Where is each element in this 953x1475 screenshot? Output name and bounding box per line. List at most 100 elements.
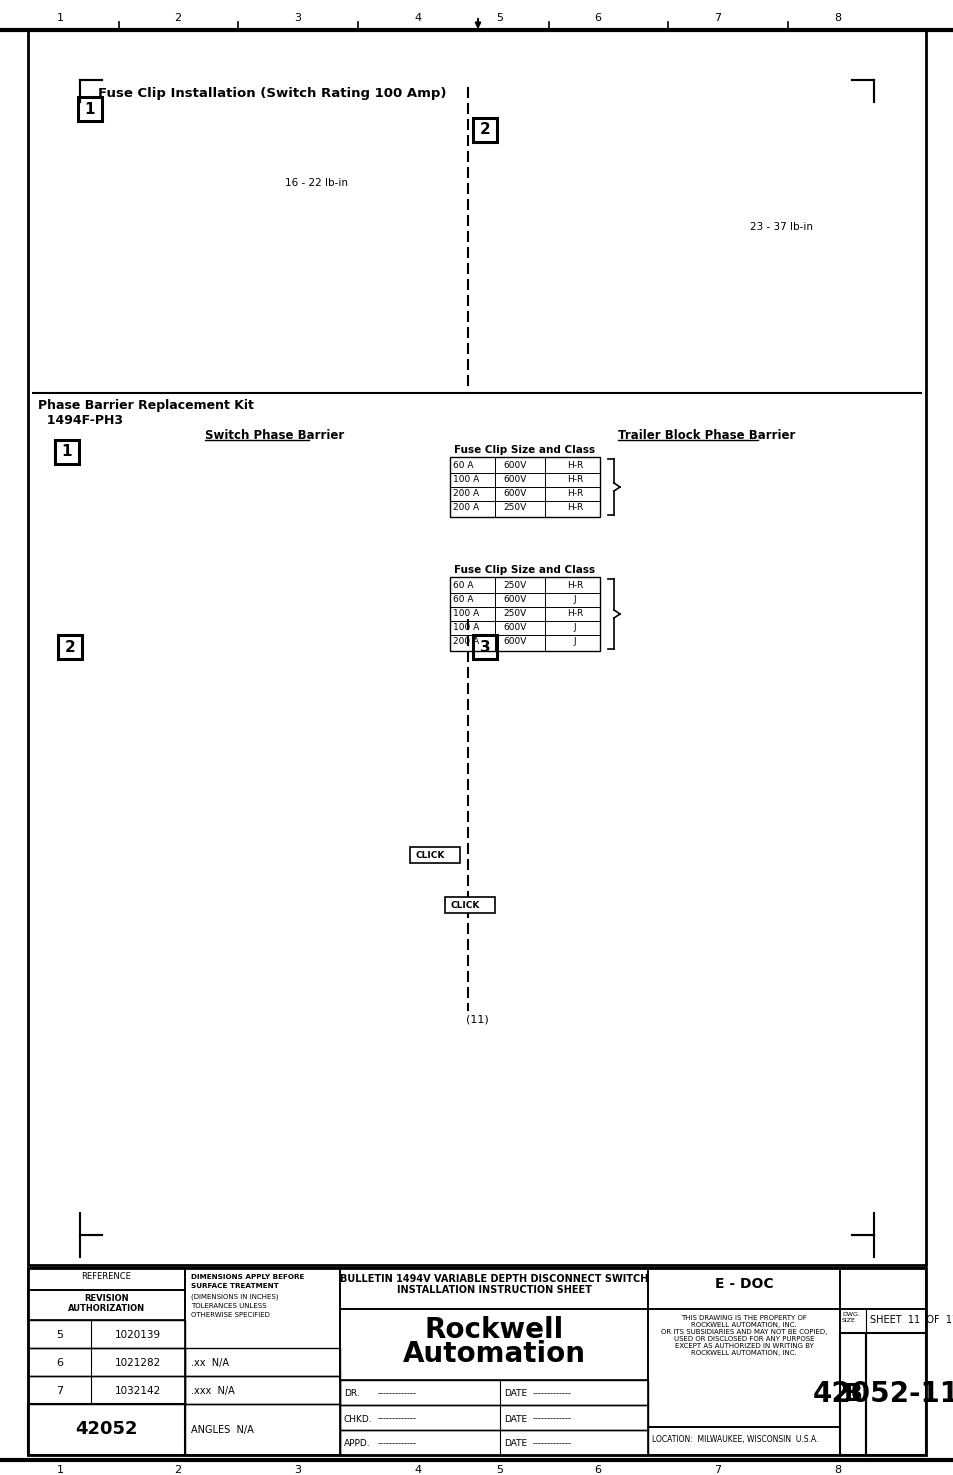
Text: 100 A: 100 A <box>453 475 478 484</box>
Text: BULLETIN 1494V VARIABLE DEPTH DISCONNECT SWITCH: BULLETIN 1494V VARIABLE DEPTH DISCONNECT… <box>339 1274 647 1285</box>
Text: Automation: Automation <box>402 1341 585 1369</box>
Bar <box>28 1268 185 1291</box>
Bar <box>28 1376 185 1404</box>
Bar <box>647 1308 840 1426</box>
Text: REVISION
AUTHORIZATION: REVISION AUTHORIZATION <box>68 1294 145 1313</box>
Text: 200 A: 200 A <box>453 637 478 646</box>
Text: 7: 7 <box>56 1386 63 1395</box>
Text: DWG.
SIZE: DWG. SIZE <box>841 1311 859 1323</box>
Bar <box>840 1268 925 1308</box>
Text: 16 - 22 lb-in: 16 - 22 lb-in <box>285 178 348 187</box>
Text: B: B <box>842 1382 862 1406</box>
Text: 6: 6 <box>594 1465 601 1475</box>
Text: APPD.: APPD. <box>344 1440 370 1448</box>
Text: 200 A: 200 A <box>453 490 478 499</box>
Text: Rockwell: Rockwell <box>424 1317 563 1345</box>
Text: H-R: H-R <box>566 490 582 499</box>
Text: 100 A: 100 A <box>453 609 478 618</box>
Text: 600V: 600V <box>503 622 526 631</box>
Text: 3: 3 <box>294 1465 301 1475</box>
Bar <box>339 1308 647 1381</box>
Bar <box>444 897 495 913</box>
Bar <box>78 97 102 121</box>
Text: 250V: 250V <box>503 503 526 512</box>
Text: SURFACE TREATMENT: SURFACE TREATMENT <box>191 1283 278 1289</box>
Text: ANGLES  N/A: ANGLES N/A <box>191 1425 253 1435</box>
Text: 5: 5 <box>496 1465 503 1475</box>
Text: 1: 1 <box>62 444 72 460</box>
Text: 60 A: 60 A <box>453 594 473 603</box>
Text: 42052: 42052 <box>75 1420 137 1438</box>
Text: .xxx  N/A: .xxx N/A <box>191 1386 234 1395</box>
Text: -------------: ------------- <box>532 1415 571 1423</box>
Bar <box>28 1348 185 1376</box>
Text: 42052-116: 42052-116 <box>812 1381 953 1409</box>
Bar <box>410 847 459 863</box>
Text: H-R: H-R <box>566 609 582 618</box>
Bar <box>647 1426 840 1454</box>
Bar <box>339 1406 647 1429</box>
Text: H-R: H-R <box>566 462 582 471</box>
Bar <box>473 636 497 659</box>
Bar <box>28 30 925 1266</box>
Text: Phase Barrier Replacement Kit: Phase Barrier Replacement Kit <box>38 400 253 412</box>
Text: 7: 7 <box>714 13 720 24</box>
Text: 600V: 600V <box>503 637 526 646</box>
Bar <box>339 1268 647 1308</box>
Text: Switch Phase Barrier: Switch Phase Barrier <box>205 429 344 442</box>
Bar <box>185 1376 339 1404</box>
Text: 1: 1 <box>85 102 95 117</box>
Text: 2: 2 <box>479 122 490 137</box>
Text: H-R: H-R <box>566 475 582 484</box>
Bar <box>55 440 79 465</box>
Bar <box>647 1268 840 1308</box>
Text: -------------: ------------- <box>532 1440 571 1448</box>
Text: 60 A: 60 A <box>453 462 473 471</box>
Text: DATE: DATE <box>503 1389 527 1398</box>
Text: CLICK: CLICK <box>415 851 444 860</box>
Text: THIS DRAWING IS THE PROPERTY OF
ROCKWELL AUTOMATION, INC.
OR ITS SUBSIDIARIES AN: THIS DRAWING IS THE PROPERTY OF ROCKWELL… <box>660 1316 826 1356</box>
Text: 600V: 600V <box>503 462 526 471</box>
Text: 6: 6 <box>594 13 601 24</box>
Text: (DIMENSIONS IN INCHES): (DIMENSIONS IN INCHES) <box>191 1294 278 1301</box>
Text: .xx  N/A: .xx N/A <box>191 1358 229 1367</box>
Text: J: J <box>573 594 576 603</box>
Bar <box>185 1268 339 1454</box>
Text: CHKD.: CHKD. <box>344 1415 373 1423</box>
Bar <box>840 1333 865 1454</box>
Text: 1020139: 1020139 <box>114 1330 161 1339</box>
Text: 8: 8 <box>834 13 841 24</box>
Text: 1494F-PH3: 1494F-PH3 <box>38 414 123 426</box>
Bar <box>185 1404 339 1454</box>
Text: H-R: H-R <box>566 581 582 590</box>
Text: 600V: 600V <box>503 490 526 499</box>
Text: 4: 4 <box>414 13 421 24</box>
Text: LOCATION:  MILWAUKEE, WISCONSIN  U.S.A.: LOCATION: MILWAUKEE, WISCONSIN U.S.A. <box>651 1435 818 1444</box>
Text: REFERENCE: REFERENCE <box>81 1271 132 1280</box>
Text: Fuse Clip Installation (Switch Rating 100 Amp): Fuse Clip Installation (Switch Rating 10… <box>98 87 446 100</box>
Text: 2: 2 <box>174 13 181 24</box>
Bar <box>473 118 497 142</box>
Text: 4: 4 <box>414 1465 421 1475</box>
Text: 7: 7 <box>714 1465 720 1475</box>
Text: 2: 2 <box>174 1465 181 1475</box>
Text: 8: 8 <box>834 1465 841 1475</box>
Text: -------------: ------------- <box>377 1415 416 1423</box>
Text: 600V: 600V <box>503 475 526 484</box>
Text: 23 - 37 lb-in: 23 - 37 lb-in <box>749 223 812 232</box>
Text: J: J <box>573 637 576 646</box>
Text: -------------: ------------- <box>532 1389 571 1398</box>
Bar <box>339 1429 647 1454</box>
Bar <box>58 636 82 659</box>
Text: DATE: DATE <box>503 1440 527 1448</box>
Bar <box>28 1320 185 1348</box>
Text: J: J <box>573 622 576 631</box>
Text: 200 A: 200 A <box>453 503 478 512</box>
Text: INSTALLATION INSTRUCTION SHEET: INSTALLATION INSTRUCTION SHEET <box>396 1285 591 1295</box>
Bar <box>865 1333 925 1454</box>
Bar <box>450 577 599 650</box>
Text: 600V: 600V <box>503 594 526 603</box>
Bar <box>840 1308 925 1333</box>
Bar <box>28 1291 185 1320</box>
Bar <box>28 1404 185 1454</box>
